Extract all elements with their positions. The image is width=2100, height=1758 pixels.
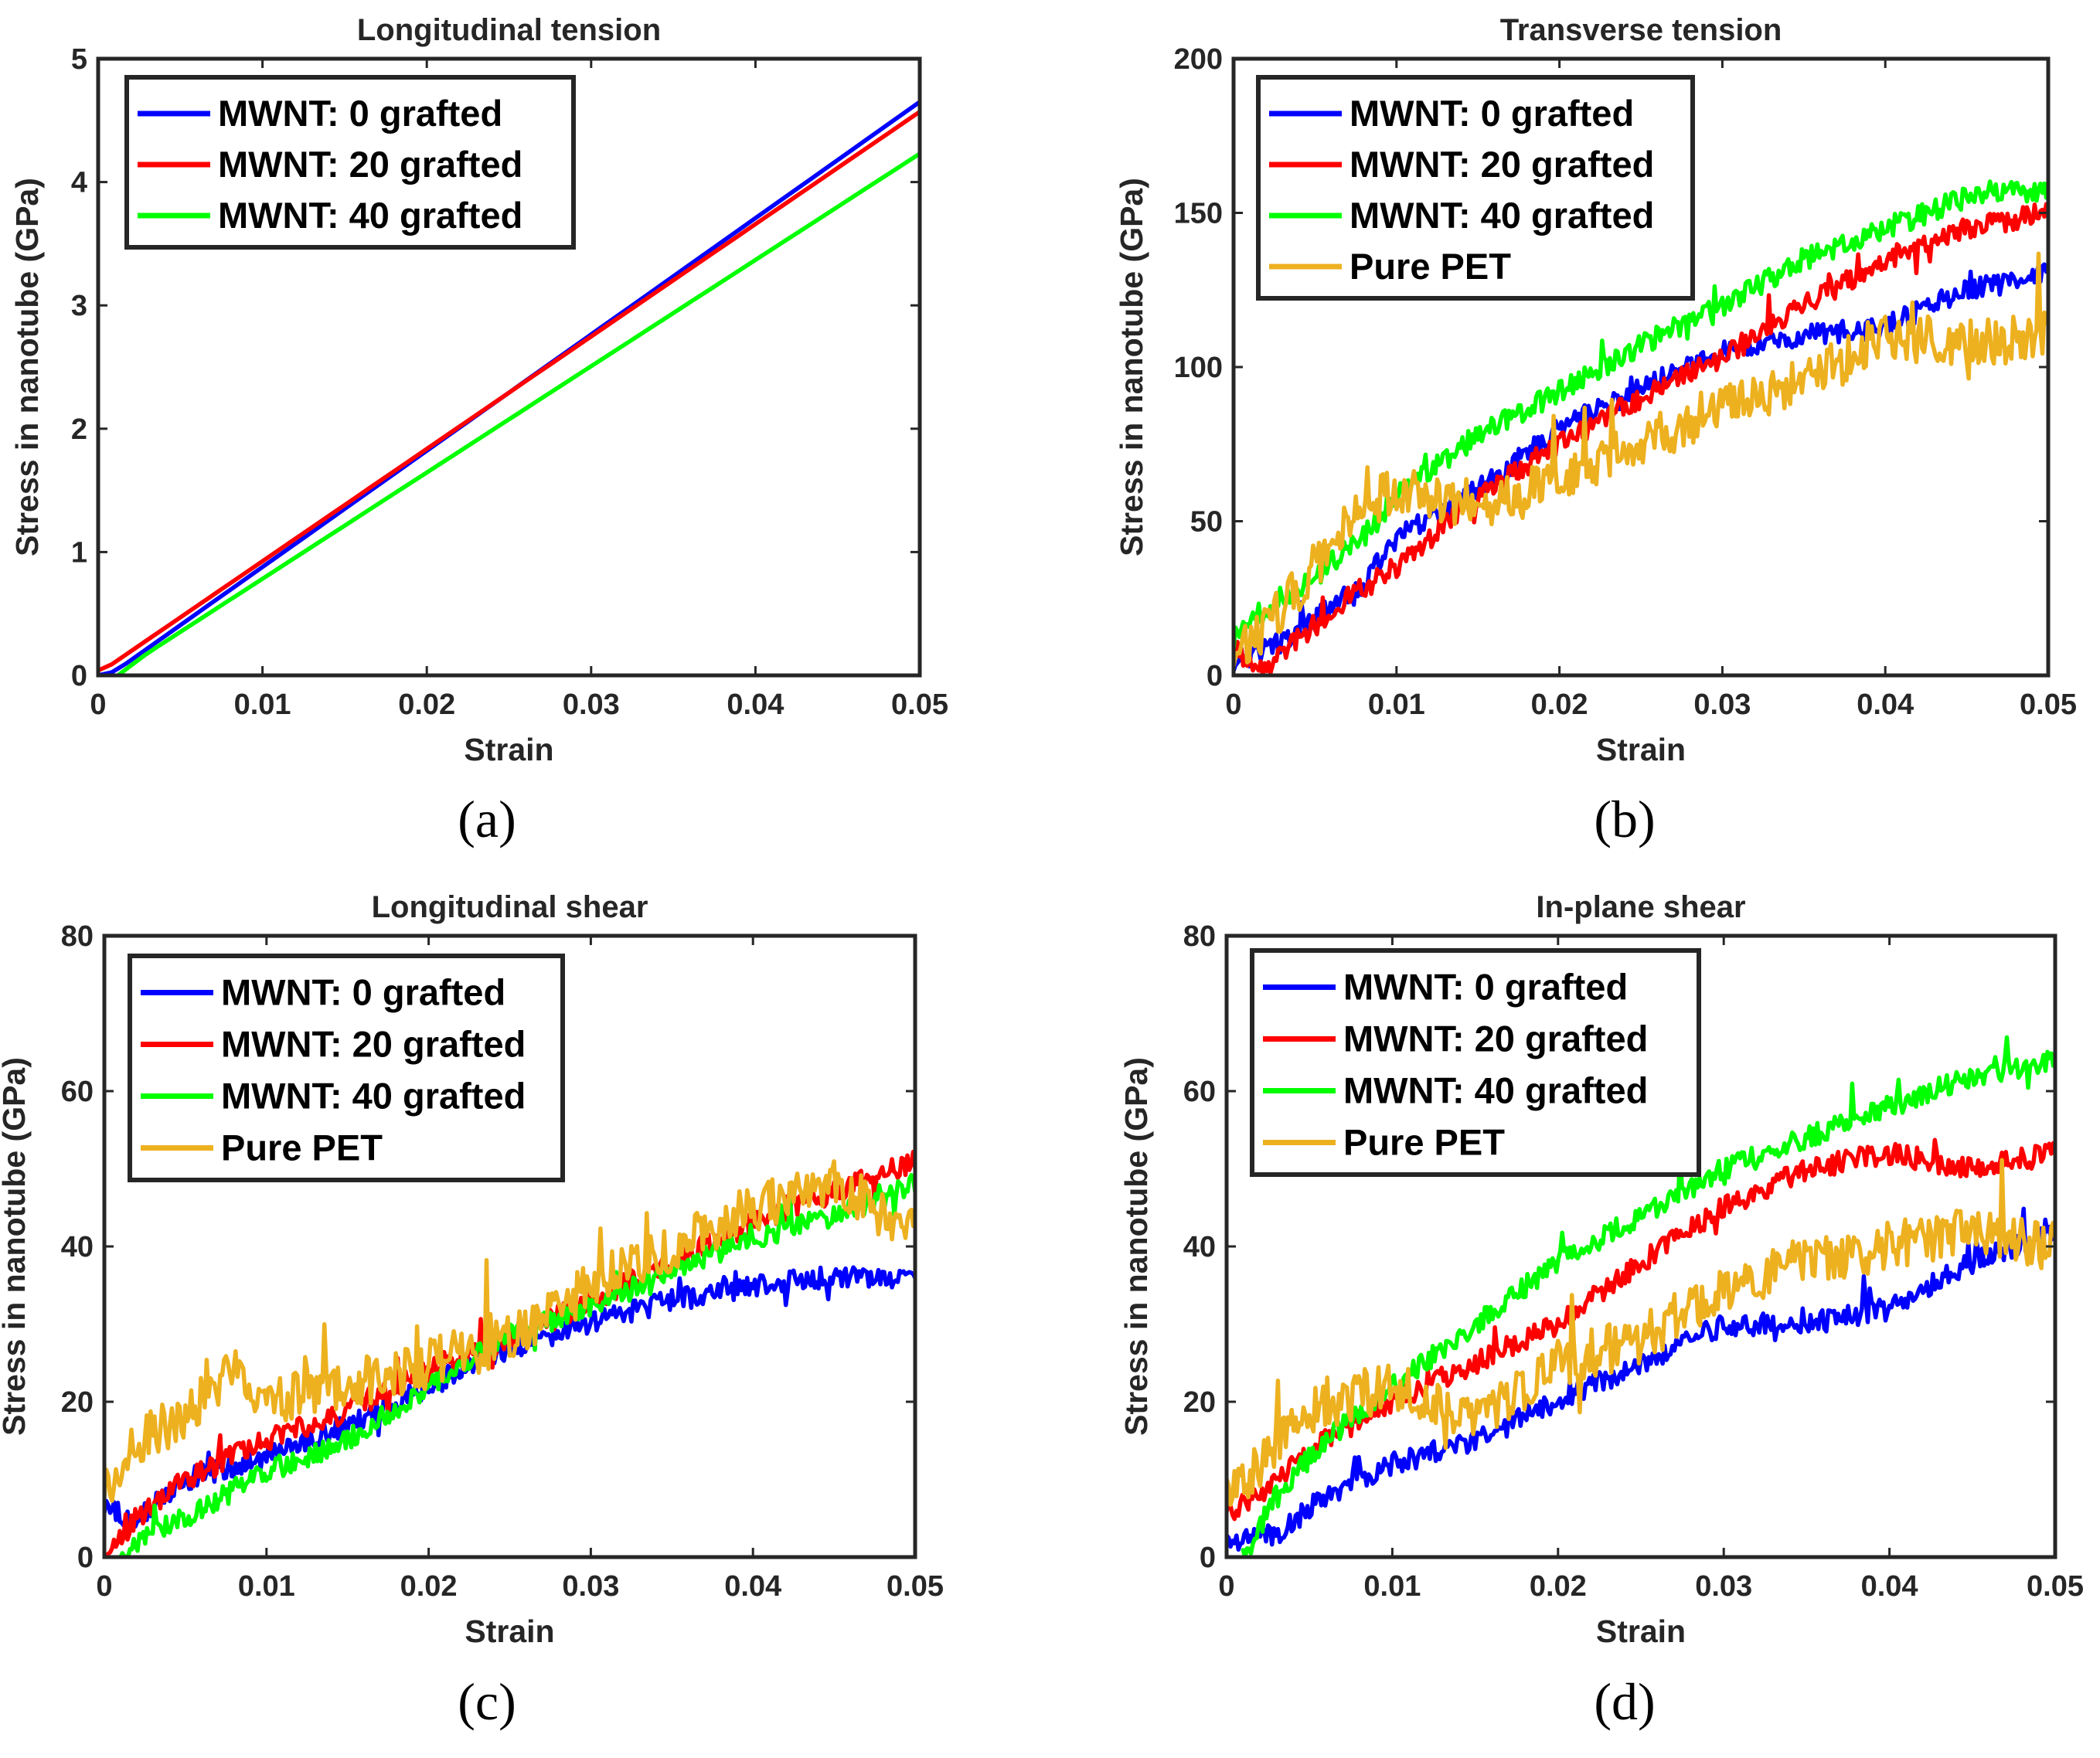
panel-label: (b) bbox=[1594, 790, 1655, 848]
legend-entry: MWNT: 40 grafted bbox=[221, 1076, 526, 1117]
x-tick-label: 0.01 bbox=[234, 689, 291, 721]
x-tick-label: 0 bbox=[1225, 689, 1241, 721]
legend: MWNT: 0 grafted MWNT: 20 grafted MWNT: 40 … bbox=[128, 954, 565, 1182]
y-tick-label: 80 bbox=[1183, 920, 1216, 953]
x-tick-label: 0.02 bbox=[400, 1570, 458, 1603]
series-line-mwnt-20-grafted bbox=[98, 109, 920, 673]
y-axis-label: Stress in nanotube (GPa) bbox=[1114, 178, 1149, 556]
series-line-pure-pet bbox=[1234, 251, 2048, 669]
y-tick-label: 3 bbox=[71, 290, 87, 322]
legend-entry: MWNT: 20 grafted bbox=[1350, 144, 1654, 185]
x-tick-label: 0.05 bbox=[891, 689, 948, 721]
y-axis-label: Stress in nanotube (GPa) bbox=[9, 178, 45, 556]
series-group bbox=[98, 100, 920, 675]
x-tick-label: 0.01 bbox=[1368, 689, 1425, 721]
chart-title: In-plane shear bbox=[1536, 890, 1745, 924]
y-tick-label: 2 bbox=[71, 413, 87, 446]
legend-entry: MWNT: 40 grafted bbox=[218, 195, 522, 236]
panel-label: (a) bbox=[458, 790, 516, 848]
legend: MWNT: 0 grafted MWNT: 20 grafted MWNT: 40 … bbox=[124, 75, 576, 250]
x-tick-label: 0.03 bbox=[1695, 1570, 1752, 1603]
x-tick-label: 0.03 bbox=[563, 689, 620, 721]
legend-entry: MWNT: 40 grafted bbox=[1350, 195, 1654, 236]
y-tick-label: 0 bbox=[77, 1542, 94, 1574]
chart-title: Transverse tension bbox=[1500, 13, 1782, 47]
y-tick-label: 40 bbox=[61, 1231, 94, 1263]
x-tick-label: 0.05 bbox=[887, 1570, 944, 1603]
x-tick-label: 0.03 bbox=[562, 1570, 619, 1603]
x-tick-label: 0.04 bbox=[727, 689, 784, 721]
y-tick-label: 1 bbox=[71, 536, 87, 569]
y-axis-label: Stress in nanotube (GPa) bbox=[0, 1057, 32, 1436]
x-tick-label: 0.04 bbox=[1857, 689, 1914, 721]
axes-frame bbox=[96, 56, 922, 678]
panel-b: 0 0.01 0.02 0.03 0.04 0.05 0 50 100 150 200 Transve… bbox=[1114, 13, 2077, 848]
x-tick-label: 0.05 bbox=[2020, 689, 2077, 721]
y-axis-label: Stress in nanotube (GPa) bbox=[1118, 1057, 1154, 1436]
x-axis-label: Strain bbox=[465, 1613, 554, 1649]
y-tick-label: 60 bbox=[61, 1076, 94, 1108]
panel-d: 0 0.01 0.02 0.03 0.04 0.05 0 20 40 60 80 In-plane s… bbox=[1118, 890, 2084, 1731]
series-line-mwnt-40-grafted bbox=[1234, 179, 2048, 651]
series-line-pure-pet bbox=[104, 1159, 915, 1503]
x-tick-label: 0.02 bbox=[1530, 1570, 1587, 1603]
legend-entry: MWNT: 20 grafted bbox=[221, 1024, 526, 1065]
y-tick-label: 4 bbox=[71, 167, 87, 199]
x-axis-label: Strain bbox=[1596, 732, 1686, 767]
y-tick-label: 80 bbox=[61, 920, 94, 953]
panel-label: (d) bbox=[1594, 1672, 1655, 1731]
panel-a: 0 0.01 0.02 0.03 0.04 0.05 0 1 2 3 4 5 Longitudinal … bbox=[9, 13, 948, 848]
y-tick-label: 0 bbox=[1200, 1542, 1216, 1574]
legend-entry: MWNT: 20 grafted bbox=[218, 144, 522, 185]
series-line-mwnt-40-grafted bbox=[115, 151, 920, 675]
y-tick-label: 100 bbox=[1174, 352, 1223, 384]
x-tick-label: 0.02 bbox=[398, 689, 455, 721]
x-tick-label: 0.01 bbox=[1363, 1570, 1421, 1603]
legend-entry: MWNT: 40 grafted bbox=[1343, 1070, 1648, 1111]
x-tick-label: 0 bbox=[1218, 1570, 1234, 1603]
legend-entry: MWNT: 0 grafted bbox=[1350, 93, 1634, 134]
y-tick-label: 20 bbox=[1183, 1386, 1216, 1419]
y-tick-label: 60 bbox=[1183, 1076, 1216, 1108]
x-tick-label: 0.04 bbox=[724, 1570, 781, 1603]
x-tick-label: 0.01 bbox=[238, 1570, 295, 1603]
y-tick-label: 20 bbox=[61, 1386, 94, 1419]
panel-label: (c) bbox=[458, 1672, 516, 1731]
y-tick-label: 0 bbox=[71, 660, 87, 692]
series-group bbox=[104, 1149, 915, 1557]
x-tick-label: 0 bbox=[96, 1570, 112, 1603]
panel-c: 0 0.01 0.02 0.03 0.04 0.05 0 20 40 60 80 Longitudin… bbox=[0, 890, 944, 1731]
series-group bbox=[1234, 179, 2048, 675]
legend-entry: Pure PET bbox=[1350, 246, 1511, 287]
x-tick-label: 0.04 bbox=[1861, 1570, 1918, 1603]
y-tick-label: 5 bbox=[71, 43, 87, 76]
x-tick-label: 0.02 bbox=[1531, 689, 1588, 721]
x-axis-label: Strain bbox=[1596, 1613, 1686, 1649]
legend: MWNT: 0 grafted MWNT: 20 grafted MWNT: 40 … bbox=[1250, 948, 1701, 1177]
y-tick-label: 40 bbox=[1183, 1231, 1216, 1263]
chart-title: Longitudinal tension bbox=[357, 13, 661, 47]
x-tick-label: 0.03 bbox=[1693, 689, 1751, 721]
series-line-mwnt-20-grafted bbox=[1227, 1137, 2055, 1522]
series-line-mwnt-20-grafted bbox=[1234, 202, 2048, 675]
legend-entry: Pure PET bbox=[1343, 1122, 1505, 1163]
chart-title: Longitudinal shear bbox=[372, 890, 648, 924]
series-line-pure-pet bbox=[1227, 1158, 2055, 1507]
legend-entry: MWNT: 0 grafted bbox=[221, 972, 505, 1013]
legend: MWNT: 0 grafted MWNT: 20 grafted MWNT: 40 … bbox=[1256, 75, 1695, 301]
x-tick-label: 0.05 bbox=[2027, 1570, 2084, 1603]
y-tick-label: 50 bbox=[1190, 506, 1223, 539]
y-tick-label: 0 bbox=[1207, 660, 1223, 692]
y-tick-label: 200 bbox=[1174, 43, 1223, 76]
legend-entry: MWNT: 0 grafted bbox=[1343, 967, 1628, 1008]
legend-entry: MWNT: 0 grafted bbox=[218, 93, 502, 134]
series-group bbox=[1227, 1035, 2055, 1557]
x-axis-label: Strain bbox=[464, 732, 553, 767]
legend-box bbox=[128, 954, 565, 1182]
legend-entry: Pure PET bbox=[221, 1127, 383, 1168]
x-tick-label: 0 bbox=[90, 689, 106, 721]
legend-entry: MWNT: 20 grafted bbox=[1343, 1018, 1648, 1059]
y-tick-label: 150 bbox=[1174, 198, 1223, 230]
